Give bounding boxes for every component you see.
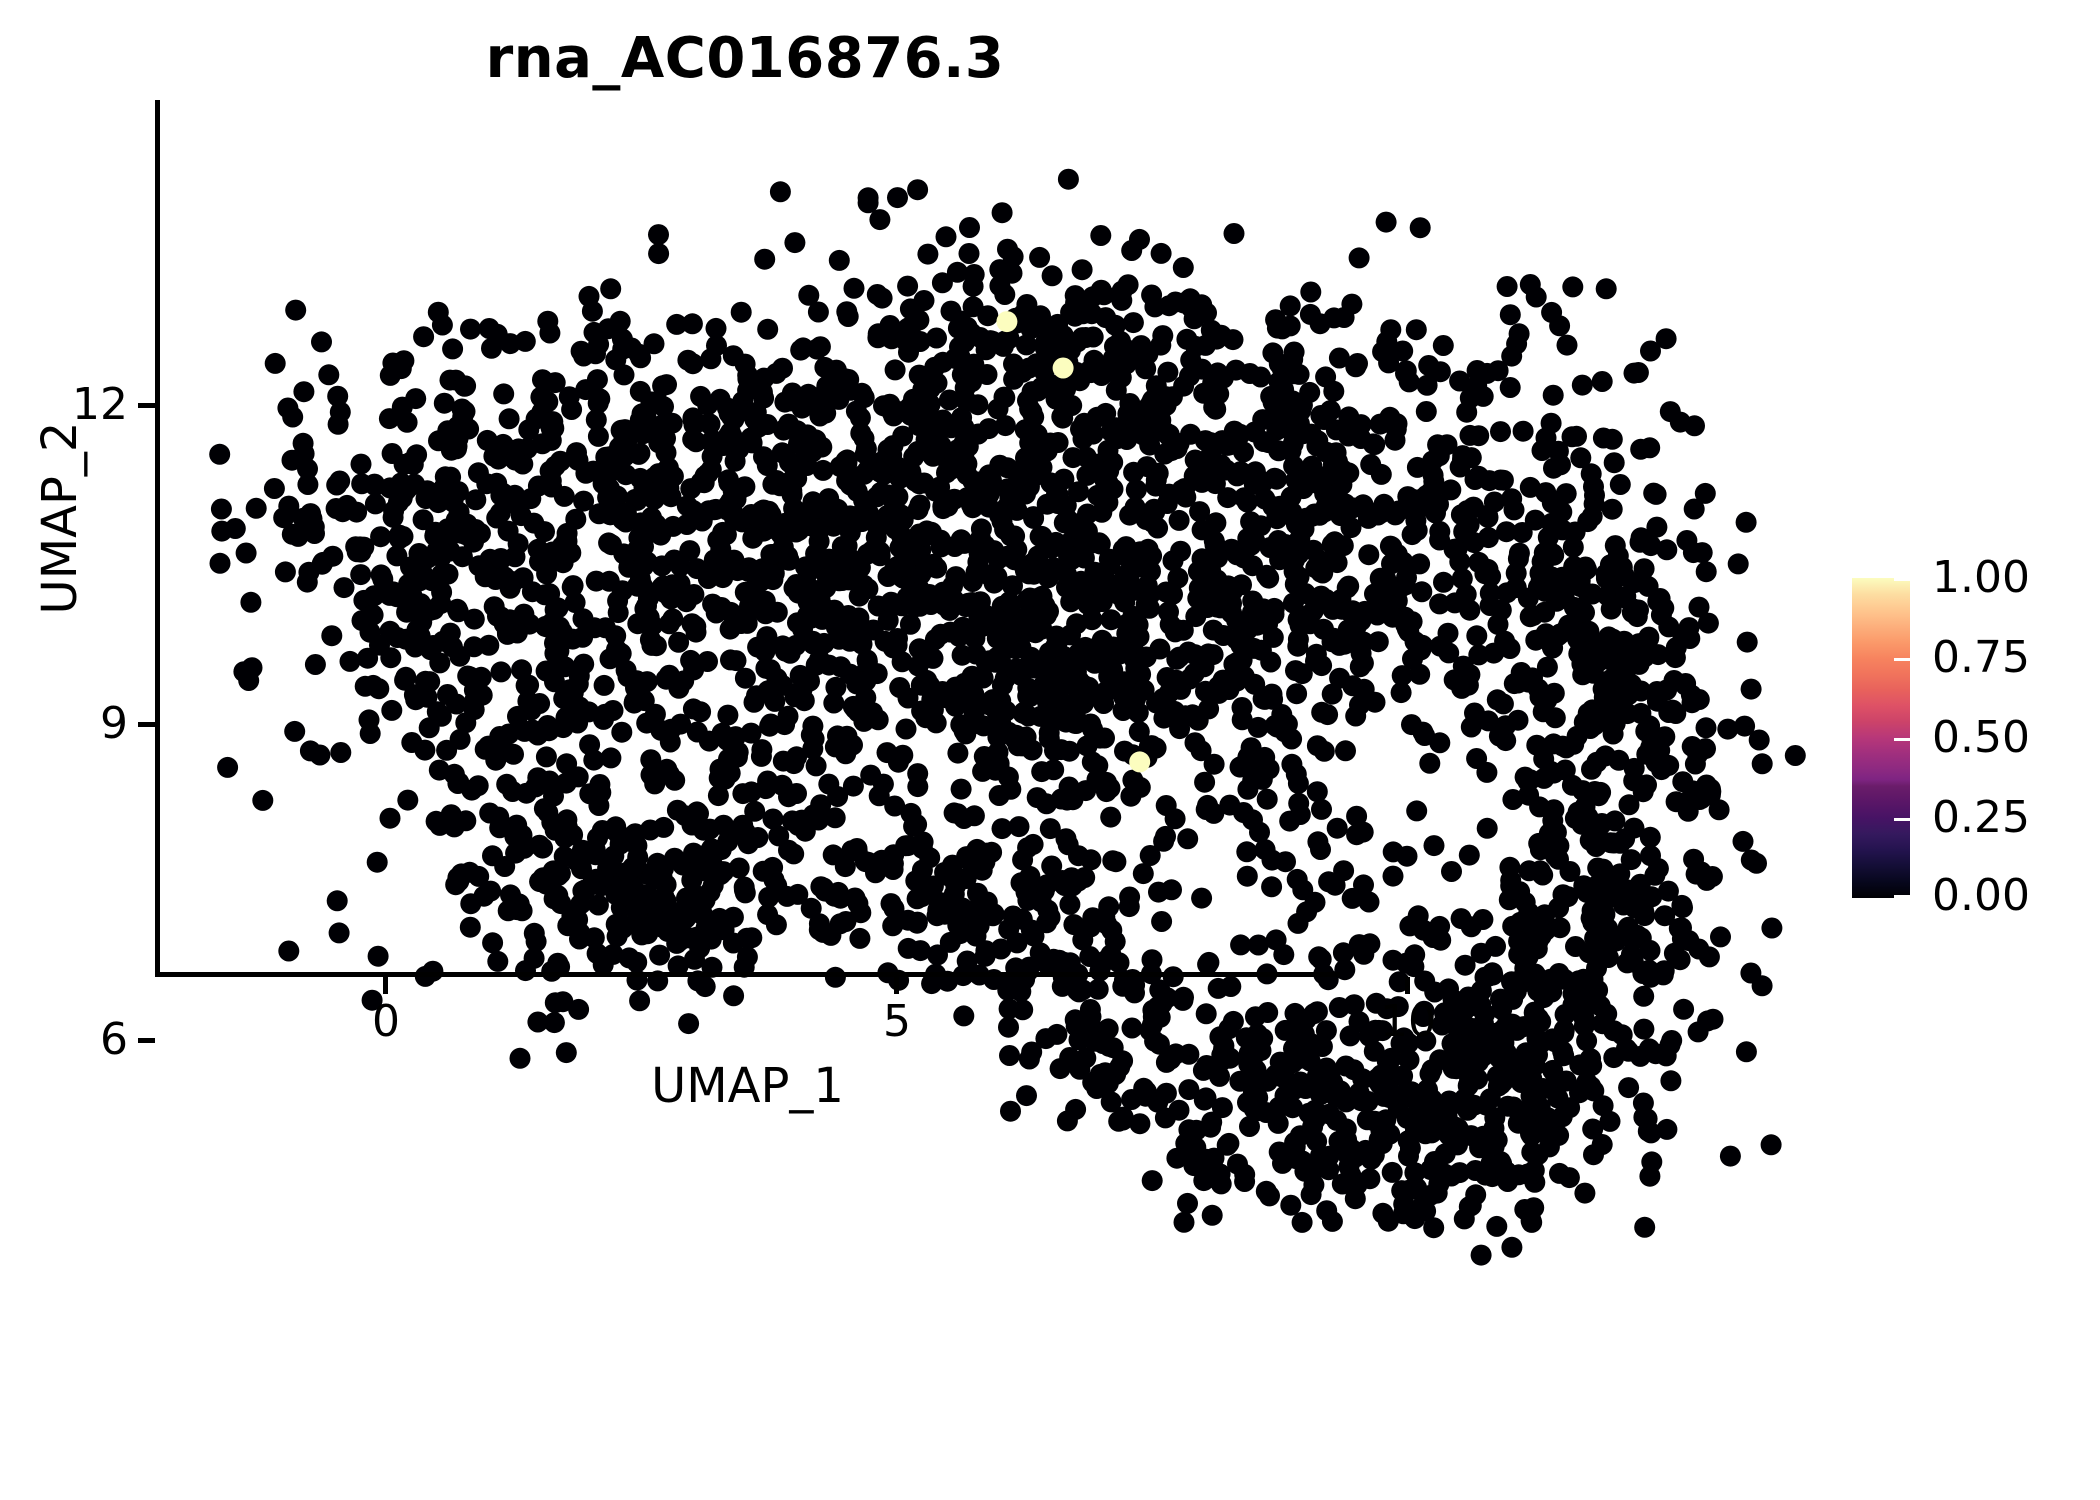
colorbar[interactable]: 1.00 0.75 0.50 0.25 0.00	[1852, 556, 2030, 918]
x-tick-label-5: 5	[883, 996, 911, 1047]
colorbar-tick-0.50	[1894, 738, 1910, 741]
y-tick-mark-6	[138, 1038, 155, 1043]
colorbar-tick-out-0.75	[1910, 658, 1922, 661]
colorbar-tick-1.00	[1894, 578, 1910, 581]
x-tick-mark-10	[1405, 977, 1410, 994]
colorbar-label-0.75: 0.75	[1932, 632, 2030, 683]
colorbar-label-1.00: 1.00	[1932, 552, 2030, 603]
y-tick-label-9: 9	[100, 698, 128, 749]
x-tick-label-10: 10	[1380, 996, 1436, 1047]
x-tick-label-0: 0	[372, 996, 400, 1047]
colorbar-tick-0.00	[1894, 895, 1910, 898]
colorbar-tick-out-0.50	[1910, 738, 1922, 741]
data-points-group	[209, 168, 1806, 1266]
colorbar-label-0.00: 0.00	[1932, 870, 2030, 921]
y-tick-mark-12	[138, 403, 155, 408]
y-tick-mark-9	[138, 722, 155, 727]
y-axis-spine	[155, 100, 160, 977]
x-axis-label: UMAP_1	[651, 1058, 844, 1114]
x-axis-spine	[155, 972, 1340, 977]
colorbar-tick-0.25	[1894, 818, 1910, 821]
colorbar-tick-0.75	[1894, 658, 1910, 661]
colorbar-label-0.50: 0.50	[1932, 712, 2030, 763]
colorbar-tick-out-0.25	[1910, 818, 1922, 821]
page-title: rna_AC016876.3	[485, 26, 1005, 91]
x-tick-mark-0	[383, 977, 388, 994]
colorbar-label-0.25: 0.25	[1932, 792, 2030, 843]
x-tick-mark-5	[894, 977, 899, 994]
y-axis-label: UMAP_2	[32, 421, 88, 615]
y-tick-label-12: 12	[72, 379, 128, 430]
y-tick-label-6: 6	[100, 1014, 128, 1065]
